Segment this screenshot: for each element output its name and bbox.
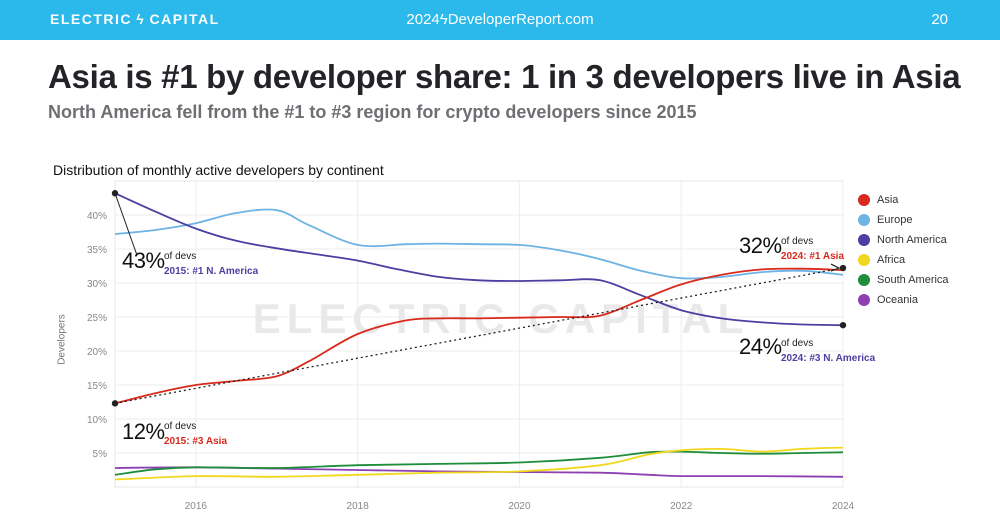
annotation-sub: of devs: [781, 236, 814, 247]
page-number: 20: [931, 11, 948, 28]
legend-item-africa: Africa: [858, 250, 949, 270]
endpoint-marker: [839, 321, 847, 329]
series-line-europe: [114, 208, 844, 280]
legend-swatch: [858, 234, 870, 246]
chart-title: Distribution of monthly active developer…: [53, 162, 384, 178]
trend-line: [114, 268, 838, 404]
series-line-africa: [114, 446, 844, 481]
legend-swatch: [858, 294, 870, 306]
page-title: Asia is #1 by developer share: 1 in 3 de…: [48, 58, 961, 95]
y-tick-label: 25%: [87, 313, 107, 324]
brand-logo: ELECTRIC ϟ CAPITAL: [50, 11, 220, 27]
y-tick-label: 30%: [87, 279, 107, 290]
legend-swatch: [858, 214, 870, 226]
legend-item-oceania: Oceania: [858, 290, 949, 310]
legend-item-south-america: South America: [858, 270, 949, 290]
x-tick-label: 2018: [347, 501, 370, 512]
annotation-2024-asia: 32% of devs 2024: #1 Asia: [739, 233, 844, 262]
annotation-2015-asia: 12% of devs 2015: #3 Asia: [122, 419, 227, 447]
y-tick-label: 10%: [87, 415, 107, 426]
legend-label: Europe: [877, 214, 913, 226]
series-line-north-america: [114, 192, 844, 327]
annotation-value: 12%: [122, 419, 165, 444]
legend-label: Oceania: [877, 294, 918, 306]
chart-legend: Asia Europe North America Africa South Ameri…: [858, 190, 949, 310]
page-subtitle: North America fell from the #1 to #3 reg…: [48, 102, 697, 122]
header-bar: ELECTRIC ϟ CAPITAL 2024ϟDeveloperReport.…: [0, 0, 1000, 40]
y-tick-label: 40%: [87, 211, 107, 222]
legend-item-europe: Europe: [858, 210, 949, 230]
annotation-value: 32%: [739, 233, 782, 258]
annotation-value: 24%: [739, 334, 782, 359]
y-tick-label: 5%: [93, 449, 108, 460]
endpoint-marker: [839, 264, 847, 272]
legend-swatch: [858, 194, 870, 206]
annotation-2024-north-america: 24% of devs 2024: #3 N. America: [739, 334, 875, 364]
annotation-tag: 2015: #3 Asia: [164, 436, 228, 447]
endpoint-marker: [111, 400, 119, 407]
y-tick-label: 15%: [87, 381, 107, 392]
x-tick-label: 2022: [670, 501, 693, 512]
x-tick-label: 2016: [185, 501, 208, 512]
legend-item-north-america: North America: [858, 230, 949, 250]
trend-arrowhead: [830, 263, 841, 272]
annotation-sub: of devs: [164, 421, 197, 432]
legend-label: South America: [877, 274, 949, 286]
legend-label: North America: [877, 234, 947, 246]
y-tick-label: 35%: [87, 245, 107, 256]
legend-label: Asia: [877, 194, 899, 206]
series-line-south-america: [114, 450, 844, 476]
legend-swatch: [858, 274, 870, 286]
legend-swatch: [858, 254, 870, 266]
x-tick-label: 2020: [508, 501, 531, 512]
annotation-tag: 2015: #1 N. America: [164, 266, 259, 277]
endpoint-marker: [111, 190, 119, 197]
x-tick-label: 2024: [832, 501, 855, 512]
site-url[interactable]: 2024ϟDeveloperReport.com: [406, 11, 594, 28]
legend-item-asia: Asia: [858, 190, 949, 210]
annotation-sub: of devs: [781, 338, 814, 349]
annotation-sub: of devs: [164, 251, 197, 262]
annotation-2015-north-america: 43% of devs 2015: #1 N. America: [122, 248, 258, 277]
y-tick-label: 20%: [87, 347, 107, 358]
annotation-pointer: [114, 193, 138, 256]
annotation-value: 43%: [122, 248, 165, 273]
annotation-tag: 2024: #1 Asia: [781, 251, 845, 262]
annotation-tag: 2024: #3 N. America: [781, 353, 876, 364]
series-line-asia: [114, 267, 844, 405]
legend-label: Africa: [877, 254, 906, 266]
